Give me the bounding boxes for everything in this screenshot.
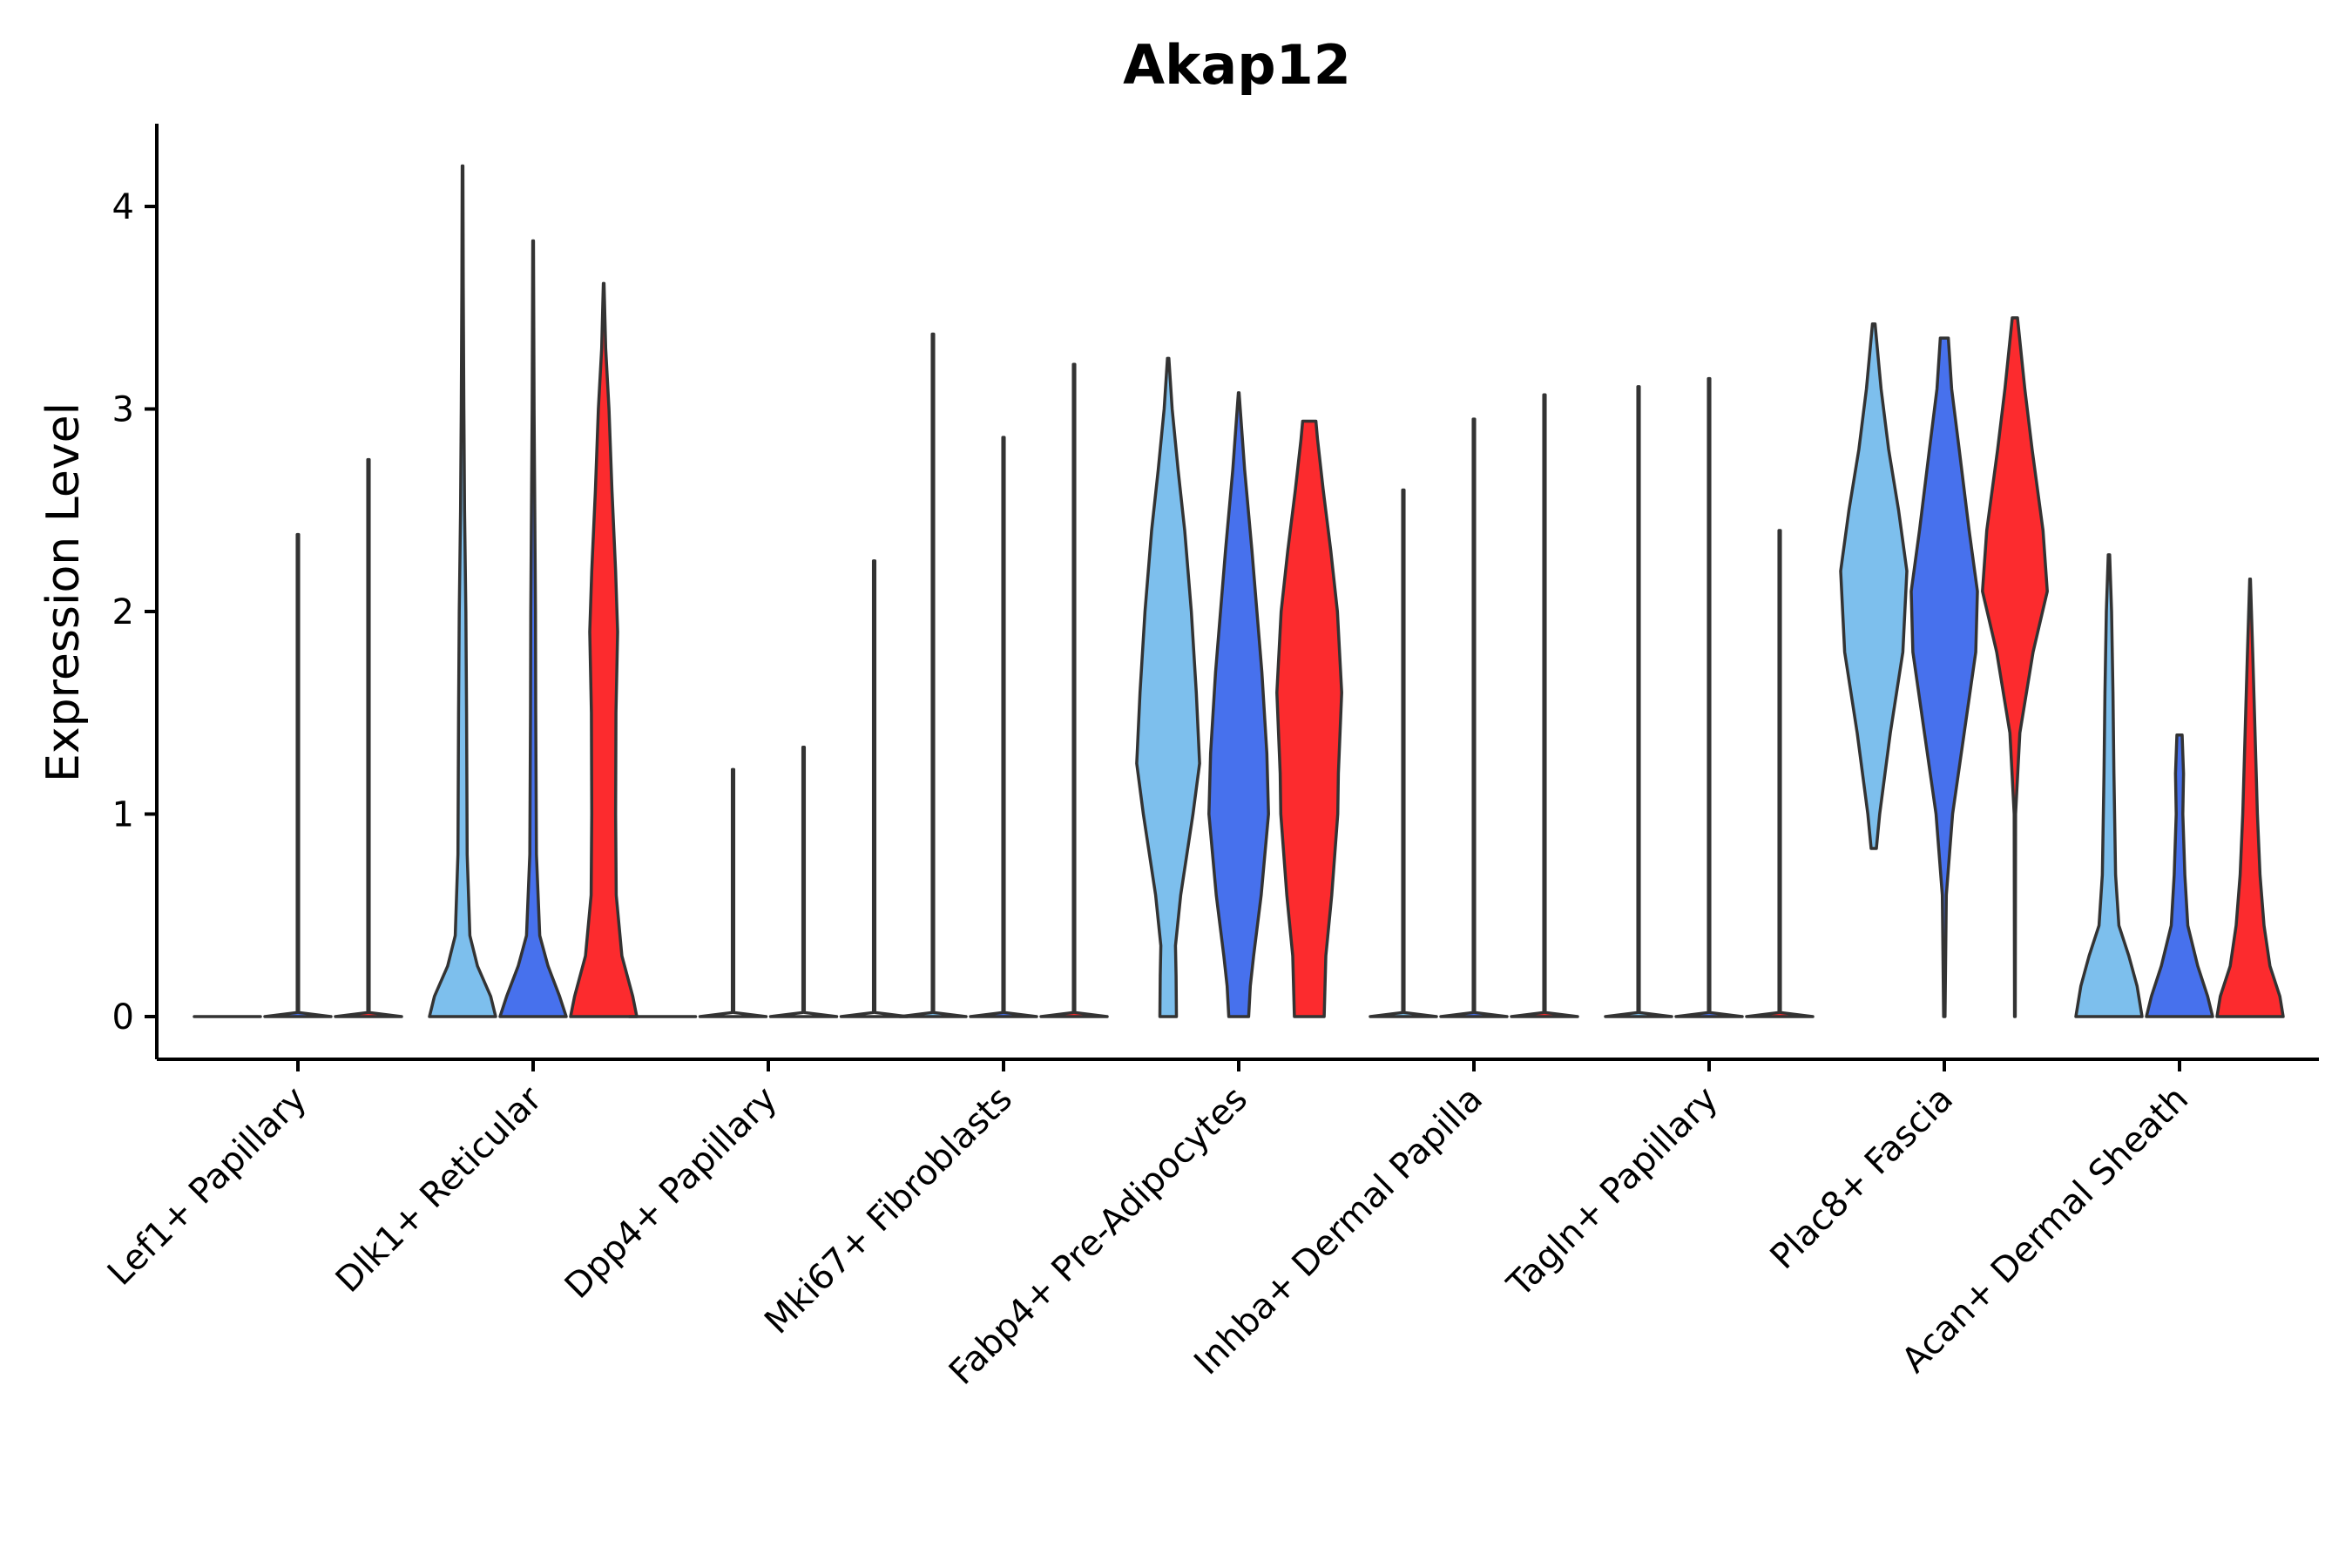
violin-shape bbox=[1604, 385, 1673, 1018]
x-tick-label: Plac8+ Fascia bbox=[1763, 1079, 1962, 1278]
violin-shape bbox=[334, 457, 403, 1018]
violin-shape bbox=[1674, 376, 1744, 1018]
violin-shape bbox=[1369, 488, 1438, 1018]
x-tick-label: Tagln+ Papillary bbox=[1499, 1079, 1726, 1306]
violin-shape bbox=[2145, 733, 2214, 1018]
violin-shape bbox=[569, 281, 639, 1018]
violin-shape bbox=[1745, 529, 1815, 1018]
violin-shape bbox=[2215, 578, 2285, 1018]
violin-shape bbox=[263, 532, 333, 1018]
violin-shape bbox=[2074, 553, 2144, 1018]
violin-shape bbox=[1135, 356, 1201, 1018]
violin-shape bbox=[969, 436, 1038, 1018]
x-tick-label: Mki67+ Fibroblasts bbox=[757, 1079, 1020, 1342]
x-tick-label: Dlk1+ Reticular bbox=[328, 1078, 551, 1301]
violin-shape bbox=[1439, 417, 1509, 1018]
violin-shape bbox=[1510, 393, 1579, 1018]
violin-shape bbox=[1839, 322, 1909, 850]
violin-shape bbox=[898, 332, 968, 1018]
violin-shape bbox=[498, 239, 568, 1018]
violin-shape bbox=[1981, 316, 2049, 1018]
violin-shape bbox=[698, 767, 768, 1018]
violin-shape bbox=[1275, 419, 1343, 1018]
x-tick-label: Lef1+ Papillary bbox=[100, 1079, 314, 1294]
violin-shape bbox=[839, 559, 909, 1018]
violin-shape bbox=[1039, 362, 1109, 1018]
violin-shape bbox=[1909, 336, 1979, 1018]
plot-area: 0 1 2 3 4 Lef1+ Papillary Dlk1+ Reticular Dpp4+… bbox=[100, 124, 2319, 1393]
chart-title: Akap12 bbox=[1123, 33, 1351, 97]
x-tick-label: Dpp4+ Papillary bbox=[558, 1079, 785, 1307]
y-tick-label: 1 bbox=[112, 795, 134, 835]
violin-shape bbox=[768, 746, 839, 1018]
y-tick-label: 3 bbox=[112, 390, 134, 430]
y-tick-label: 4 bbox=[112, 187, 134, 227]
y-axis-label: Expression Level bbox=[37, 402, 90, 782]
y-tick-label: 2 bbox=[112, 592, 134, 632]
violin-shape bbox=[1207, 391, 1270, 1018]
violin-shape bbox=[428, 164, 497, 1018]
y-tick-label: 0 bbox=[112, 997, 134, 1037]
